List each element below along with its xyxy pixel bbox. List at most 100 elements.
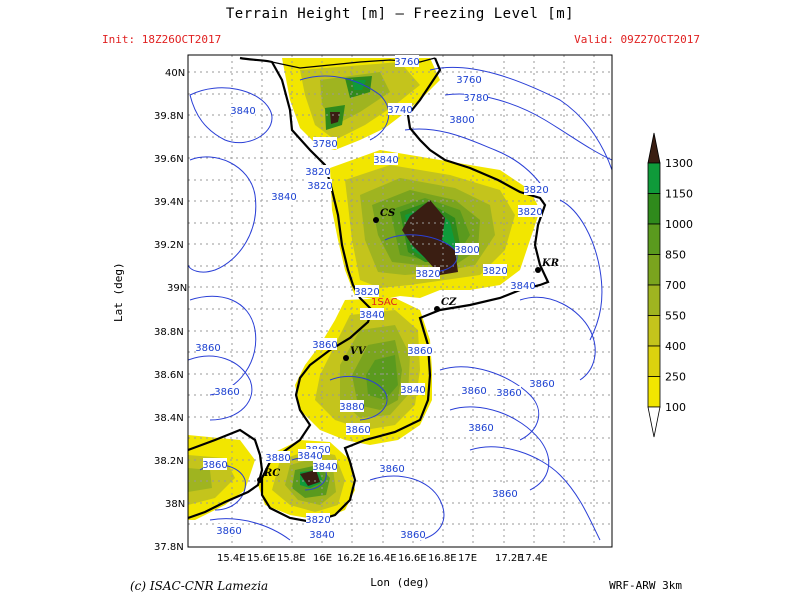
colorbar-swatch xyxy=(647,254,661,286)
map-area xyxy=(188,55,612,547)
contour-label: 3860 xyxy=(407,346,432,357)
contour-label-box xyxy=(308,179,332,191)
colorbar-label: 400 xyxy=(665,340,686,353)
freezing-level-contours xyxy=(188,66,612,541)
x-tick-label: 16.6E xyxy=(398,553,427,564)
contour-label: 3820 xyxy=(305,167,330,178)
contour-label-box xyxy=(416,267,440,279)
colorbar-label: 850 xyxy=(665,249,686,262)
contour-label: 3760 xyxy=(394,57,419,68)
model-text: WRF-ARW 3km xyxy=(609,579,682,592)
y-tick-label: 38.8N xyxy=(154,327,184,338)
contour-label: 3860 xyxy=(496,388,521,399)
contour-label-box xyxy=(497,386,521,398)
contour-label: 3800 xyxy=(454,245,479,256)
y-tick-label: 38N xyxy=(165,499,185,510)
contour-label-box xyxy=(217,524,241,536)
y-tick-label: 39.8N xyxy=(154,111,184,122)
contour-label: 3860 xyxy=(214,387,239,398)
y-tick-label: 39.6N xyxy=(154,154,184,165)
contour-label: 3840 xyxy=(373,155,398,166)
colorbar-label: 250 xyxy=(665,371,686,384)
colorbar-label: 1300 xyxy=(665,157,693,170)
station-label: 1SAC xyxy=(371,297,398,308)
contour-label-box xyxy=(464,91,488,103)
contour-label: 3820 xyxy=(354,287,379,298)
contour-label-box xyxy=(450,113,474,125)
contour-label-box xyxy=(313,460,337,472)
contour-label: 3860 xyxy=(468,423,493,434)
contour-label: 3860 xyxy=(461,386,486,397)
y-tick-label: 38.2N xyxy=(154,456,184,467)
contour-label-box xyxy=(231,104,255,116)
contour-label: 3860 xyxy=(492,489,517,500)
x-tick-label: 15.6E xyxy=(247,553,276,564)
contour-label: 3860 xyxy=(312,340,337,351)
contour-label-box xyxy=(457,73,481,85)
contour-label-box xyxy=(266,451,290,463)
contour-label: 3840 xyxy=(400,385,425,396)
contour-label: 3840 xyxy=(312,462,337,473)
contour-label: 3820 xyxy=(482,266,507,277)
x-tick-label: 16.8E xyxy=(428,553,457,564)
colorbar-swatch xyxy=(647,193,661,225)
contour-label-box xyxy=(380,462,404,474)
colorbar-label: 550 xyxy=(665,310,686,323)
contour-label: 3800 xyxy=(449,115,474,126)
city-markers: CS KR CZ VV RC xyxy=(257,208,559,483)
contour-label-box xyxy=(493,487,517,499)
contour-label: 3860 xyxy=(379,464,404,475)
y-tick-label: 39.4N xyxy=(154,197,184,208)
contour-label: 3840 xyxy=(309,530,334,541)
contour-label-box xyxy=(455,243,479,255)
contour-label: 3840 xyxy=(271,192,296,203)
contour-label: 3760 xyxy=(456,75,481,86)
contour-label-box xyxy=(196,341,220,353)
contour-label: 3860 xyxy=(400,530,425,541)
contour-label: 3840 xyxy=(359,310,384,321)
contour-label: 3880 xyxy=(339,402,364,413)
contour-label-box xyxy=(462,384,486,396)
contour-label-box xyxy=(203,458,227,470)
x-tick-label: 17.2E xyxy=(495,553,524,564)
contour-label-box xyxy=(401,383,425,395)
contour-label: 3780 xyxy=(312,139,337,150)
y-tick-label: 40N xyxy=(165,68,185,79)
contour-label-box xyxy=(524,183,548,195)
y-tick-labels: 40N 39.8N 39.6N 39.4N 39.2N 39N 38.8N 38… xyxy=(154,68,187,553)
contour-label: 3860 xyxy=(202,460,227,471)
contour-label-box xyxy=(306,165,330,177)
contour-label-box xyxy=(483,264,507,276)
colorbar-swatch xyxy=(647,284,661,316)
contour-label: 3820 xyxy=(307,181,332,192)
colorbar-label: 1000 xyxy=(665,218,693,231)
contour-label-box xyxy=(469,421,493,433)
x-tick-label: 15.8E xyxy=(277,553,306,564)
colorbar: 1300 1150 1000 850 700 550 400 250 100 xyxy=(647,132,693,438)
contour-label: 3820 xyxy=(517,207,542,218)
colorbar-min-arrow xyxy=(647,406,661,438)
colorbar-label: 1150 xyxy=(665,188,693,201)
contour-label-box xyxy=(215,385,239,397)
city-label: VV xyxy=(350,346,367,357)
x-tick-label: 17E xyxy=(458,553,477,564)
contour-label-box xyxy=(272,190,296,202)
city-label: KR xyxy=(541,258,559,269)
contour-label-box xyxy=(408,344,432,356)
x-tick-label: 17.4E xyxy=(519,553,548,564)
contour-label-box xyxy=(374,153,398,165)
contour-label: 3860 xyxy=(529,379,554,390)
x-tick-label: 15.4E xyxy=(217,553,246,564)
contour-label-box xyxy=(388,103,412,115)
x-tick-label: 16E xyxy=(313,553,332,564)
colorbar-swatch xyxy=(647,162,661,194)
map-title: Terrain Height [m] — Freezing Level [m] xyxy=(225,6,575,22)
contour-label-box xyxy=(310,528,334,540)
contour-label-box xyxy=(518,205,542,217)
contour-label-box xyxy=(511,279,535,291)
contour-label: 3860 xyxy=(345,425,370,436)
city-label: CZ xyxy=(441,297,457,308)
contour-label: 3820 xyxy=(305,515,330,526)
colorbar-max-arrow xyxy=(647,132,661,164)
